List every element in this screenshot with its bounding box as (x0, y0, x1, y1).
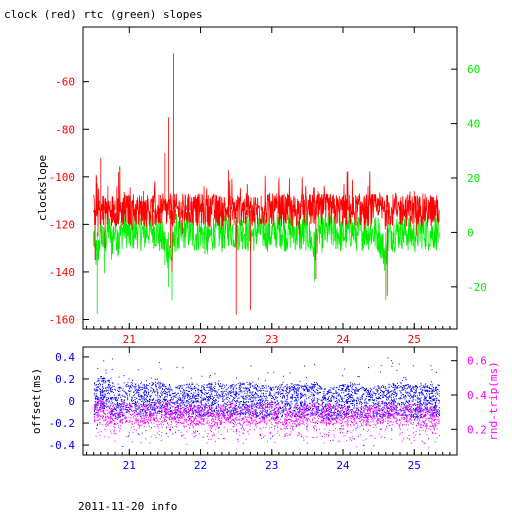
top-xtick-label: 21 (123, 333, 136, 346)
top-xtick-label: 24 (336, 333, 350, 346)
bot-xtick-label: 22 (194, 459, 207, 472)
top-y2tick-label: 20 (467, 172, 480, 185)
top-ytick-label: -80 (55, 123, 75, 136)
series-points-rndtrip (93, 398, 440, 448)
top-ytick-label: -100 (49, 171, 76, 184)
top-y2tick-label: 60 (467, 63, 480, 76)
top-y2tick-label: 0 (467, 226, 474, 239)
bot-y2tick-label: 0.4 (467, 389, 487, 402)
series-line-rtc (93, 209, 440, 314)
top-chart-title: clock (red) rtc (green) slopes (4, 8, 203, 21)
bot-xtick-label: 21 (123, 459, 136, 472)
bot-y2tick-label: 0.2 (467, 423, 487, 436)
bot-xtick-label: 25 (408, 459, 421, 472)
top-xtick-label: 25 (408, 333, 421, 346)
bottom-chart-ticks: 21 22 23 24 25 0.4 0.2 0 -0.2 -0.4 0.6 0.4 0.2 (49, 347, 487, 472)
bot-ytick-label: 0.2 (55, 373, 75, 386)
bot-ytick-label: -0.4 (49, 439, 76, 452)
top-ytick-label: -140 (49, 266, 76, 279)
top-ytick-label: -60 (55, 76, 75, 89)
top-ytick-label: -120 (49, 218, 76, 231)
bottom-chart-series (93, 357, 441, 448)
top-xtick-label: 22 (194, 333, 207, 346)
top-y2tick-label: 40 (467, 118, 480, 131)
series-line-clock (93, 53, 440, 315)
footer-text: 2011-11-20 info (78, 500, 177, 512)
top-ytick-label: -160 (49, 313, 76, 326)
top-y2tick-label: -20 (467, 281, 487, 294)
bot-ytick-label: 0 (68, 395, 75, 408)
bot-xtick-label: 23 (265, 459, 278, 472)
bottom-chart-y2label: rnd-trip(ms) (487, 361, 500, 440)
top-chart-ylabel: clockslope (36, 155, 49, 221)
bot-y2tick-label: 0.6 (467, 355, 487, 368)
bot-ytick-label: 0.4 (55, 351, 75, 364)
top-xtick-label: 23 (265, 333, 278, 346)
bottom-chart-ylabel: offset(ms) (30, 368, 43, 434)
top-chart-series (93, 53, 440, 315)
top-chart-ticks: 21 22 23 24 25 -60 -80 -100 -120 -140 -160 60 40 20 0 -… (49, 27, 487, 346)
bot-ytick-label: -0.2 (49, 417, 76, 430)
bot-xtick-label: 24 (336, 459, 350, 472)
